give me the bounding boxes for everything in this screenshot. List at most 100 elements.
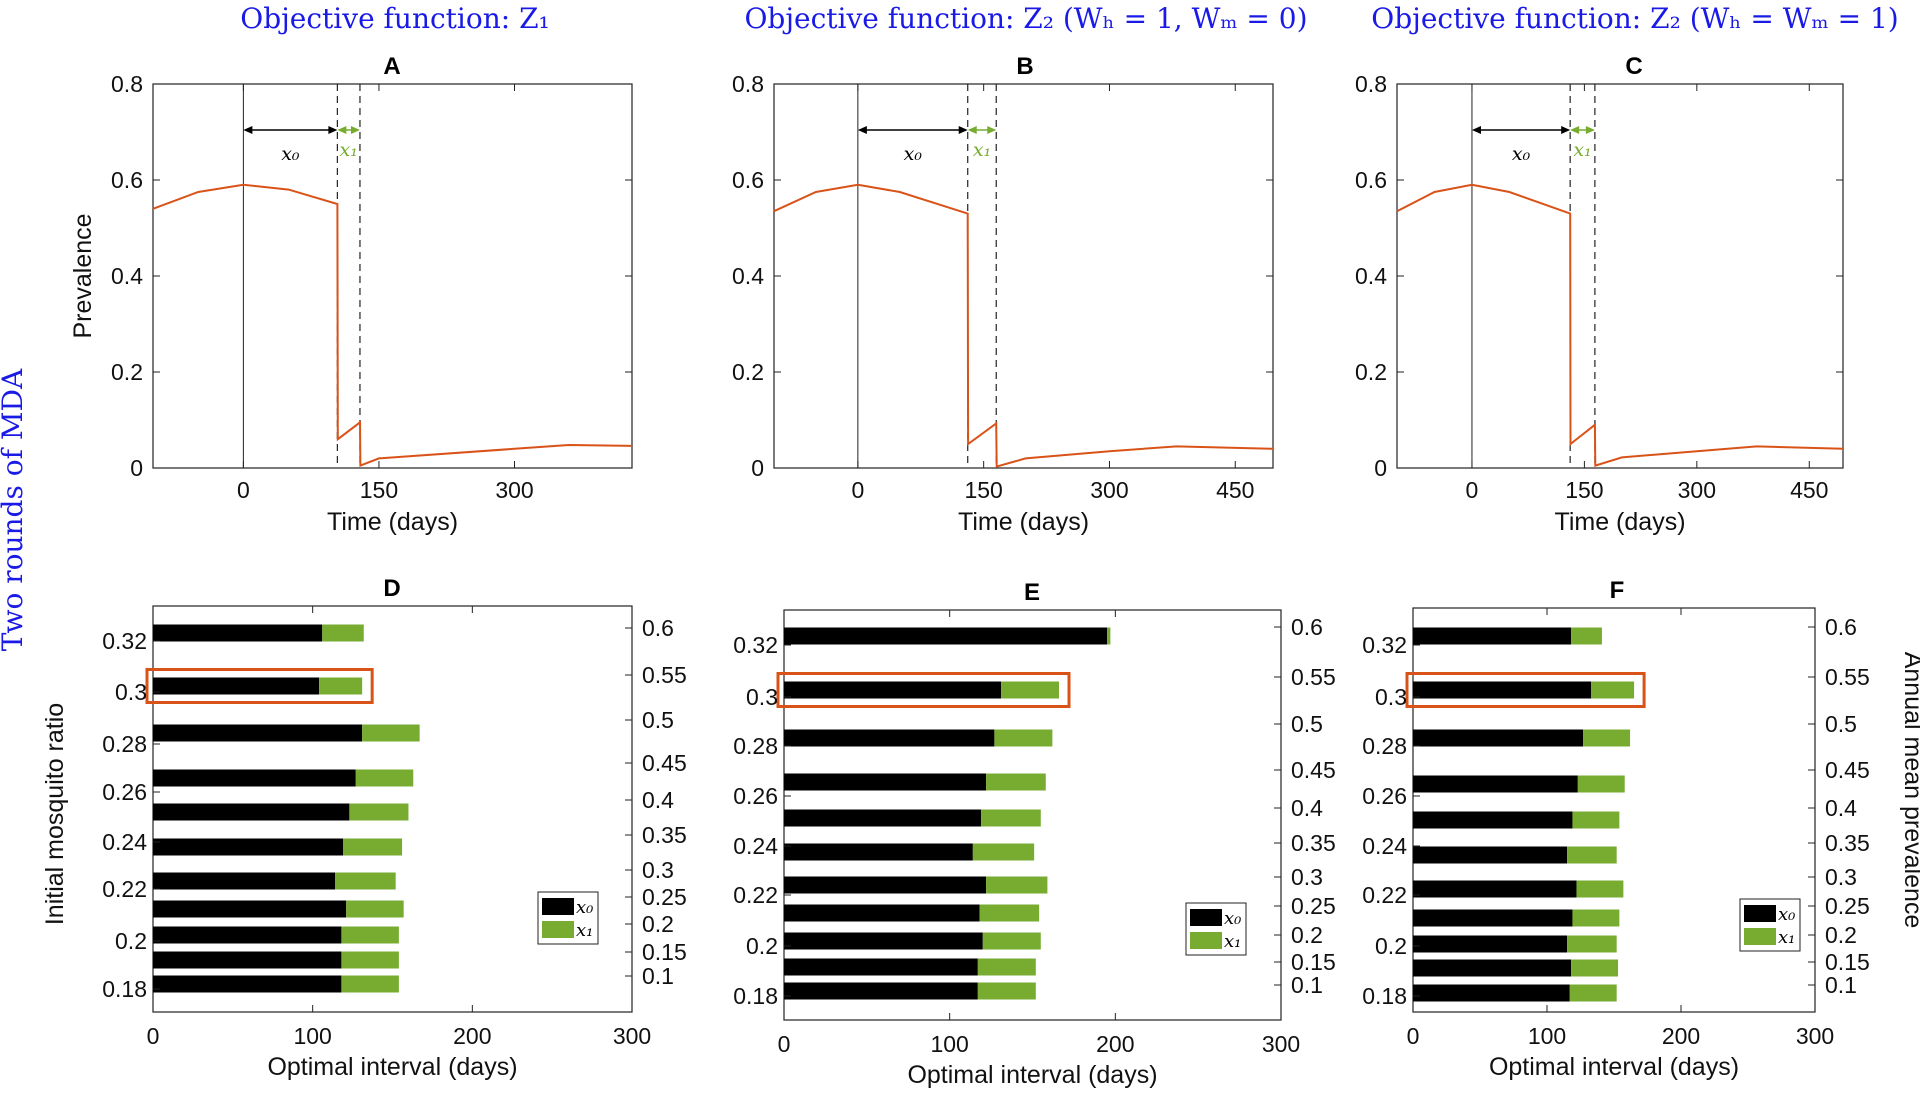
bar-x1 [349, 803, 409, 821]
bar-x1 [981, 809, 1041, 827]
bar-x0 [1413, 880, 1577, 898]
y-tick-label: 0.3 [1375, 684, 1407, 710]
x-tick-label: 100 [293, 1023, 331, 1049]
y2-tick-label: 0.2 [642, 911, 674, 937]
x-tick-label: 300 [1090, 477, 1128, 503]
bar-x0 [784, 773, 987, 791]
x0-annotation: x₀ [1512, 143, 1531, 165]
x-tick-label: 0 [778, 1031, 791, 1057]
bar-x1 [1591, 681, 1635, 699]
row-label: Two rounds of MDA [0, 368, 29, 651]
y-tick-label: 0.3 [115, 679, 147, 705]
bar-x1 [1572, 909, 1620, 927]
panel-title: C [1625, 53, 1642, 80]
prevalence-line [1396, 183, 1844, 467]
x-tick-label: 450 [1790, 477, 1828, 503]
x-tick-label: 300 [1678, 477, 1716, 503]
y-tick-label: 0.28 [1362, 733, 1407, 759]
x-axis-label: Optimal interval (days) [907, 1061, 1157, 1089]
arrow-head-right [328, 126, 338, 134]
legend-label-x0: x₀ [1224, 908, 1241, 929]
panel-a: A 0 0.2 0.4 0.6 0.8 0 150 300 Time (days) Prevalen… [69, 53, 633, 536]
x1-interval-arrow [337, 126, 360, 134]
x-tick-label: 150 [1565, 477, 1603, 503]
bar-x0 [153, 803, 350, 821]
y2-tick-label: 0.2 [1825, 922, 1857, 948]
y-axis-label: Prevalence [69, 213, 97, 338]
bar-x0 [1413, 729, 1584, 747]
bar-x0 [153, 724, 363, 742]
y2-tick-label: 0.45 [642, 750, 687, 776]
y-tick-label: 0.26 [102, 779, 147, 805]
y-tick-label: 0 [751, 455, 764, 481]
bar-x1 [341, 975, 399, 993]
y2-tick-label: 0.3 [1825, 864, 1857, 890]
y-tick-label: 0.2 [1375, 933, 1407, 959]
panel-title: D [383, 575, 400, 602]
bar-x1 [986, 876, 1048, 894]
x-tick-label: 300 [495, 477, 533, 503]
y-tick-label: 0.4 [111, 263, 143, 289]
arrow-head-right [1585, 126, 1595, 134]
prevalence-line [773, 183, 1274, 468]
x-tick-label: 300 [1262, 1031, 1300, 1057]
bar-x0 [784, 843, 973, 861]
column-title-1: Objective function: Z₁ [240, 2, 550, 35]
y-axis-label: Initial mosquito ratio [41, 703, 69, 925]
bar-x0 [153, 926, 342, 944]
legend-label-x0: x₀ [576, 897, 593, 918]
bar-x1 [1567, 846, 1617, 864]
legend-label-x1: x₁ [1224, 931, 1241, 952]
x0-annotation: x₀ [904, 143, 923, 165]
legend-swatch-x1 [542, 921, 574, 938]
y2-tick-label: 0.55 [1291, 664, 1336, 690]
bar-x0 [784, 809, 982, 827]
y-tick-label: 0.18 [733, 983, 778, 1009]
y-tick-label: 0.8 [111, 71, 143, 97]
x0-interval-arrow [243, 126, 338, 134]
y2-tick-label: 0.55 [1825, 664, 1870, 690]
bar-x1 [1577, 775, 1625, 793]
y2-tick-label: 0.3 [642, 857, 674, 883]
column-title-3: Objective function: Z₂ (Wₕ = Wₘ = 1) [1371, 2, 1898, 35]
prevalence-line [152, 183, 633, 468]
bar-x0 [1413, 984, 1570, 1002]
bar-x1 [1576, 880, 1624, 898]
bar-x1 [986, 773, 1046, 791]
panel-c: C 0 0.2 0.4 0.6 0.8 0 150 300 450 Time (days) x₀ x₁ [1355, 53, 1844, 536]
y2-tick-label: 0.4 [1291, 795, 1323, 821]
bar-x0 [1413, 681, 1592, 699]
x1-annotation: x₁ [339, 139, 357, 161]
y-tick-label: 0.2 [111, 359, 143, 385]
plot-frame [1412, 607, 1816, 1013]
x-tick-label: 0 [237, 477, 250, 503]
bar-x1 [982, 932, 1041, 950]
bar-x1 [355, 769, 414, 787]
bar-x0 [784, 904, 980, 922]
y-tick-label: 0.18 [1362, 983, 1407, 1009]
bar-x0 [784, 958, 978, 976]
bar-x0 [1413, 935, 1568, 953]
bar-x0 [153, 872, 336, 890]
y-tick-label: 0.24 [1362, 833, 1407, 859]
y2-axis-label: Annual mean prevalence [1899, 652, 1920, 929]
y2-tick-label: 0.2 [1291, 922, 1323, 948]
y-tick-label: 0.32 [102, 628, 147, 654]
x0-interval-arrow [857, 126, 968, 134]
bar-x1 [994, 729, 1053, 747]
panel-d: D0.180.20.220.240.260.280.30.320.10.150.… [41, 575, 687, 1081]
y2-tick-label: 0.45 [1291, 757, 1336, 783]
bar-x0 [153, 838, 344, 856]
panel-title: A [383, 53, 400, 80]
bar-x1 [1571, 627, 1602, 645]
y2-tick-label: 0.4 [642, 787, 674, 813]
bar-x1 [362, 724, 420, 742]
y2-tick-label: 0.5 [642, 707, 674, 733]
y2-tick-label: 0.35 [1291, 830, 1336, 856]
highlight-box [776, 672, 1071, 708]
bar-x0 [1413, 627, 1572, 645]
x-tick-label: 300 [1796, 1023, 1834, 1049]
arrow-head-left [1471, 126, 1481, 134]
y2-tick-label: 0.25 [1291, 893, 1336, 919]
